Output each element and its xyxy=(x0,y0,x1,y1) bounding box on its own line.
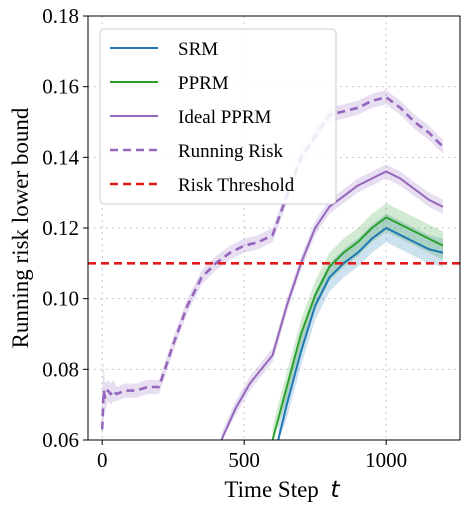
line-ideal-pprm xyxy=(220,170,444,440)
legend-label-1: PPRM xyxy=(178,73,229,94)
y-tick-label-0: 0.06 xyxy=(42,428,79,452)
legend-label-0: SRM xyxy=(178,39,218,60)
y-axis-label: Running risk lower bound xyxy=(8,107,33,348)
y-tick-label-1: 0.08 xyxy=(42,357,79,381)
legend-label-2: Ideal PPRM xyxy=(178,107,272,128)
y-tick-label-6: 0.18 xyxy=(42,4,79,28)
band-ideal-pprm xyxy=(221,164,443,440)
line-srm xyxy=(277,227,444,440)
legend-label-3: Running Risk xyxy=(178,141,284,162)
x-axis-label: Time Step t xyxy=(224,477,340,503)
series-lines xyxy=(88,95,460,440)
line-running-risk xyxy=(100,95,444,430)
x-tick-label-2: 1000 xyxy=(365,448,407,472)
y-tick-label-2: 0.10 xyxy=(42,287,79,311)
x-tick-label-0: 0 xyxy=(97,448,108,472)
y-tick-label-4: 0.14 xyxy=(42,145,79,169)
y-tick-label-5: 0.16 xyxy=(42,75,79,99)
y-tick-label-3: 0.12 xyxy=(42,216,79,240)
legend-box xyxy=(99,28,337,205)
x-axis-label-text: Time Step xyxy=(224,477,318,502)
axis-ticks: 0 500 1000 0.06 0.08 0.10 0.12 0.14 0.16 0.18 xyxy=(42,4,407,472)
band-pprm xyxy=(272,203,443,440)
legend: SRM PPRM Ideal PPRM Running Risk Risk Thresh… xyxy=(99,28,337,205)
legend-label-4: Risk Threshold xyxy=(178,175,295,196)
line-pprm xyxy=(271,216,444,440)
x-tick-label-1: 500 xyxy=(228,448,260,472)
x-axis-label-var: t xyxy=(331,477,341,503)
